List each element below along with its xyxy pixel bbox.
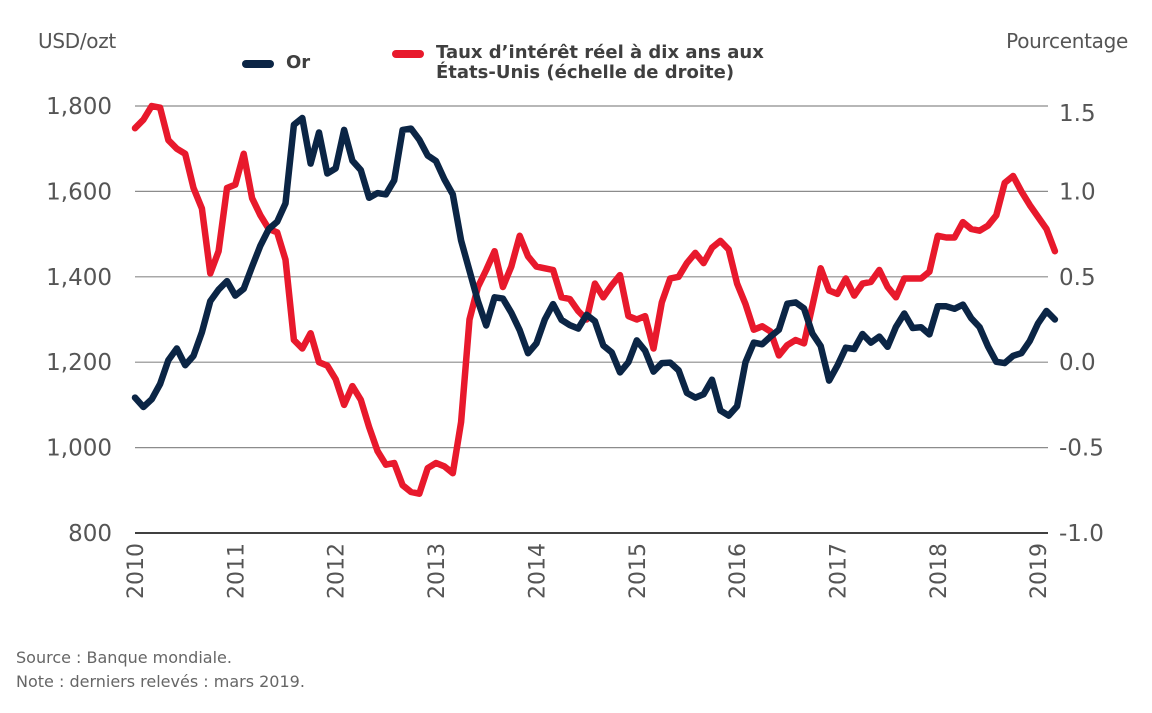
x-tick-label: 2014 [525,543,550,599]
right-tick-label: 1.5 [1059,101,1096,127]
series-line-gold [131,114,1059,419]
legend-swatch-rate [392,50,424,58]
right-tick-label: 0.5 [1059,265,1096,291]
right-tick-label: 1.0 [1059,179,1096,205]
legend-swatch-gold [242,60,274,68]
x-tick-label: 2019 [1027,543,1052,599]
left-tick-label: 1,800 [46,94,112,120]
legend-label-rate-line1: Taux d’intérêt réel à dix ans aux [436,42,764,63]
right-tick-label: -0.5 [1059,436,1104,462]
left-axis-title: USD/ozt [38,29,116,53]
left-tick-label: 1,000 [46,436,112,462]
series-line-real-rate [131,102,1059,497]
x-tick-label: 2017 [826,543,851,599]
x-tick-label: 2012 [325,543,350,599]
legend-item-rate: Taux d’intérêt réel à dix ans aux États-… [392,43,856,83]
legend-label-rate: Taux d’intérêt réel à dix ans aux États-… [436,43,856,83]
left-tick-label: 1,600 [46,179,112,205]
left-tick-label: 1,400 [46,265,112,291]
left-axis-ticks: 800 1,000 1,200 1,400 1,600 1,800 [46,94,112,547]
right-axis-ticks: -1.0 -0.5 0.0 0.5 1.0 1.5 [1059,101,1104,547]
x-tick-label: 2010 [124,543,149,599]
x-tick-label: 2013 [425,543,450,599]
right-axis-title: Pourcentage [1006,29,1128,53]
data-note: Note : derniers relevés : mars 2019. [16,672,305,691]
legend-item-gold: Or [242,53,310,73]
right-tick-label: -1.0 [1059,521,1104,547]
x-axis-ticks: 2010 2011 2012 2013 2014 2015 2016 2017 2018 2019 [124,543,1052,599]
legend-label-rate-line2: États-Unis (échelle de droite) [436,62,735,83]
series-group [131,102,1059,497]
left-tick-label: 1,200 [46,350,112,376]
right-tick-label: 0.0 [1059,350,1096,376]
x-tick-label: 2015 [626,543,651,599]
legend-label-gold: Or [286,52,311,73]
left-tick-label: 800 [68,521,112,547]
x-tick-label: 2011 [224,543,249,599]
source-note: Source : Banque mondiale. [16,648,232,667]
x-tick-label: 2018 [927,543,952,599]
x-tick-label: 2016 [726,543,751,599]
